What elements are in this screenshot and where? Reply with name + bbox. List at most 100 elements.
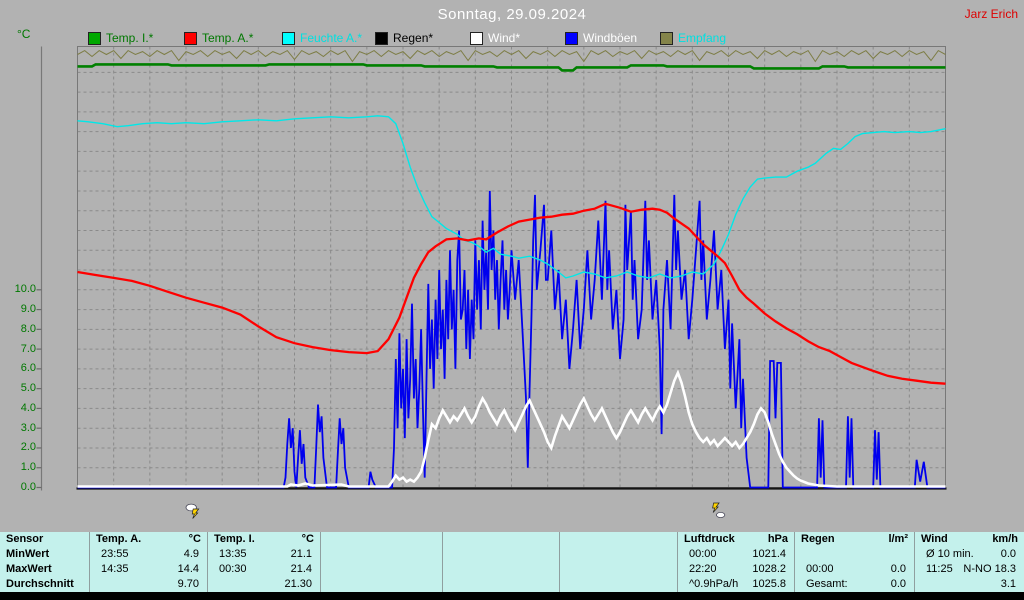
table-cell-row xyxy=(321,577,442,592)
cell-time: 00:00 xyxy=(806,563,834,575)
cell-value xyxy=(669,577,677,592)
summary-table: Sensor MinWert MaxWert Durchschnitt Temp. A.… xyxy=(0,532,1024,592)
row-label-sensor: Sensor xyxy=(6,533,44,545)
cell-value xyxy=(906,547,914,562)
cell-value: 21.1 xyxy=(290,548,312,560)
table-column-empty-2 xyxy=(320,532,442,592)
cell-value xyxy=(551,562,559,577)
legend-swatch xyxy=(184,31,197,45)
cell-value xyxy=(551,547,559,562)
cell-value: 4.9 xyxy=(183,548,199,560)
legend-item-4: Regen* xyxy=(375,31,433,45)
column-name xyxy=(321,532,327,547)
table-cell-row xyxy=(321,562,442,577)
cell-value: 1021.4 xyxy=(752,548,786,560)
table-cell-row: ^0.9hPa/h 1025.8 xyxy=(678,577,794,592)
chart-legend: Temp. I.* Temp. A.* Feuchte A.* Regen* Wind*… xyxy=(0,31,1024,47)
table-cell-row: 3.1 xyxy=(915,577,1024,592)
cell-time: 23:55 xyxy=(101,548,129,560)
table-cell-row: 14:35 14.4 xyxy=(90,562,207,577)
legend-swatch xyxy=(282,31,295,45)
bottom-bar xyxy=(0,592,1024,600)
cell-time xyxy=(208,577,219,592)
table-column-empty-3 xyxy=(442,532,559,592)
column-unit: l/m² xyxy=(888,533,908,545)
cell-time xyxy=(321,547,332,562)
legend-label: Wind* xyxy=(488,31,521,45)
legend-label: Windböen xyxy=(583,31,638,45)
cell-value: 3.1 xyxy=(1000,578,1016,590)
table-cell-row xyxy=(443,562,559,577)
y-tick-label: 2.0 xyxy=(20,441,36,454)
cell-value: 0.0 xyxy=(890,578,906,590)
cell-time: 13:35 xyxy=(219,548,247,560)
y-tick-label: 1.0 xyxy=(20,461,36,474)
column-unit: °C xyxy=(301,533,314,545)
cell-value xyxy=(434,577,442,592)
cell-value: 21.30 xyxy=(284,578,312,590)
cell-time xyxy=(321,577,332,592)
cell-value xyxy=(669,547,677,562)
column-unit: km/h xyxy=(992,533,1018,545)
table-cell-row: 00:00 1021.4 xyxy=(678,547,794,562)
legend-item-1: Temp. I.* xyxy=(88,31,153,45)
table-cell-row: 00:30 21.4 xyxy=(208,562,320,577)
table-row-labels: Sensor MinWert MaxWert Durchschnitt xyxy=(0,532,89,592)
table-cell-row xyxy=(560,562,677,577)
legend-swatch xyxy=(565,31,578,45)
cell-time: Ø 10 min. xyxy=(926,548,974,560)
cell-time: 00:00 xyxy=(689,548,717,560)
table-cell-row: 13:35 21.1 xyxy=(208,547,320,562)
y-tick-label: 4.0 xyxy=(20,401,36,414)
table-cell-row xyxy=(443,577,559,592)
table-column-regen: Regen l/m² 00:00 0.0 Gesamt: 0.0 xyxy=(794,532,914,592)
y-tick-label: 10.0 xyxy=(14,283,36,296)
table-cell-row: 23:55 4.9 xyxy=(90,547,207,562)
y-tick-label: 5.0 xyxy=(20,382,36,395)
legend-item-3: Feuchte A.* xyxy=(282,31,362,45)
cell-time xyxy=(560,562,571,577)
cell-time xyxy=(560,577,571,592)
legend-label: Temp. I.* xyxy=(106,31,154,45)
legend-swatch xyxy=(660,31,673,45)
series-line-feuchte-a xyxy=(77,115,946,279)
cell-value xyxy=(669,562,677,577)
legend-item-6: Windböen xyxy=(565,31,637,45)
legend-label: Temp. A.* xyxy=(202,31,254,45)
cell-time: 14:35 xyxy=(101,563,129,575)
table-cell-row: 00:00 0.0 xyxy=(795,562,914,577)
row-label-durchschnitt: Durchschnitt xyxy=(6,578,74,590)
y-axis-unit-label: °C xyxy=(17,27,31,41)
table-column-wind: Wind km/h Ø 10 min. 0.0 11:25 N-NO 18.3 3.1 xyxy=(914,532,1024,592)
cell-value: N-NO 18.3 xyxy=(963,563,1016,575)
y-tick-label: 7.0 xyxy=(20,342,36,355)
legend-label: Empfang xyxy=(678,31,727,45)
y-tick-label: 8.0 xyxy=(20,322,36,335)
table-cell-row: Gesamt: 0.0 xyxy=(795,577,914,592)
table-cell-row: 9.70 xyxy=(90,577,207,592)
cell-value: 1025.8 xyxy=(752,578,786,590)
legend-swatch xyxy=(88,31,101,45)
column-name: Regen xyxy=(801,533,835,545)
cell-time xyxy=(443,562,454,577)
legend-item-5: Wind* xyxy=(470,31,520,45)
legend-item-7: Empfang xyxy=(660,31,726,45)
column-name: Temp. A. xyxy=(96,533,142,545)
table-column-temp-i-: Temp. I. °C 13:35 21.1 00:30 21.4 21.30 xyxy=(207,532,320,592)
series-line-empfang xyxy=(77,49,946,63)
series-line-wind xyxy=(77,369,946,488)
lightning-cloud-marker-icon xyxy=(712,502,726,518)
column-name: Wind xyxy=(921,533,948,545)
legend-label: Regen* xyxy=(393,31,434,45)
cell-value: 21.4 xyxy=(290,563,312,575)
y-tick-label: 6.0 xyxy=(20,362,36,375)
row-label-minwert: MinWert xyxy=(6,548,50,560)
cell-value: 0.0 xyxy=(1000,548,1016,560)
table-cell-row: 22:20 1028.2 xyxy=(678,562,794,577)
column-unit: hPa xyxy=(767,533,788,545)
cell-time xyxy=(321,562,332,577)
table-cell-row xyxy=(795,547,914,562)
station-name: Jarz Erich xyxy=(964,7,1018,21)
column-name xyxy=(443,532,449,547)
row-label-maxwert: MaxWert xyxy=(6,563,52,575)
